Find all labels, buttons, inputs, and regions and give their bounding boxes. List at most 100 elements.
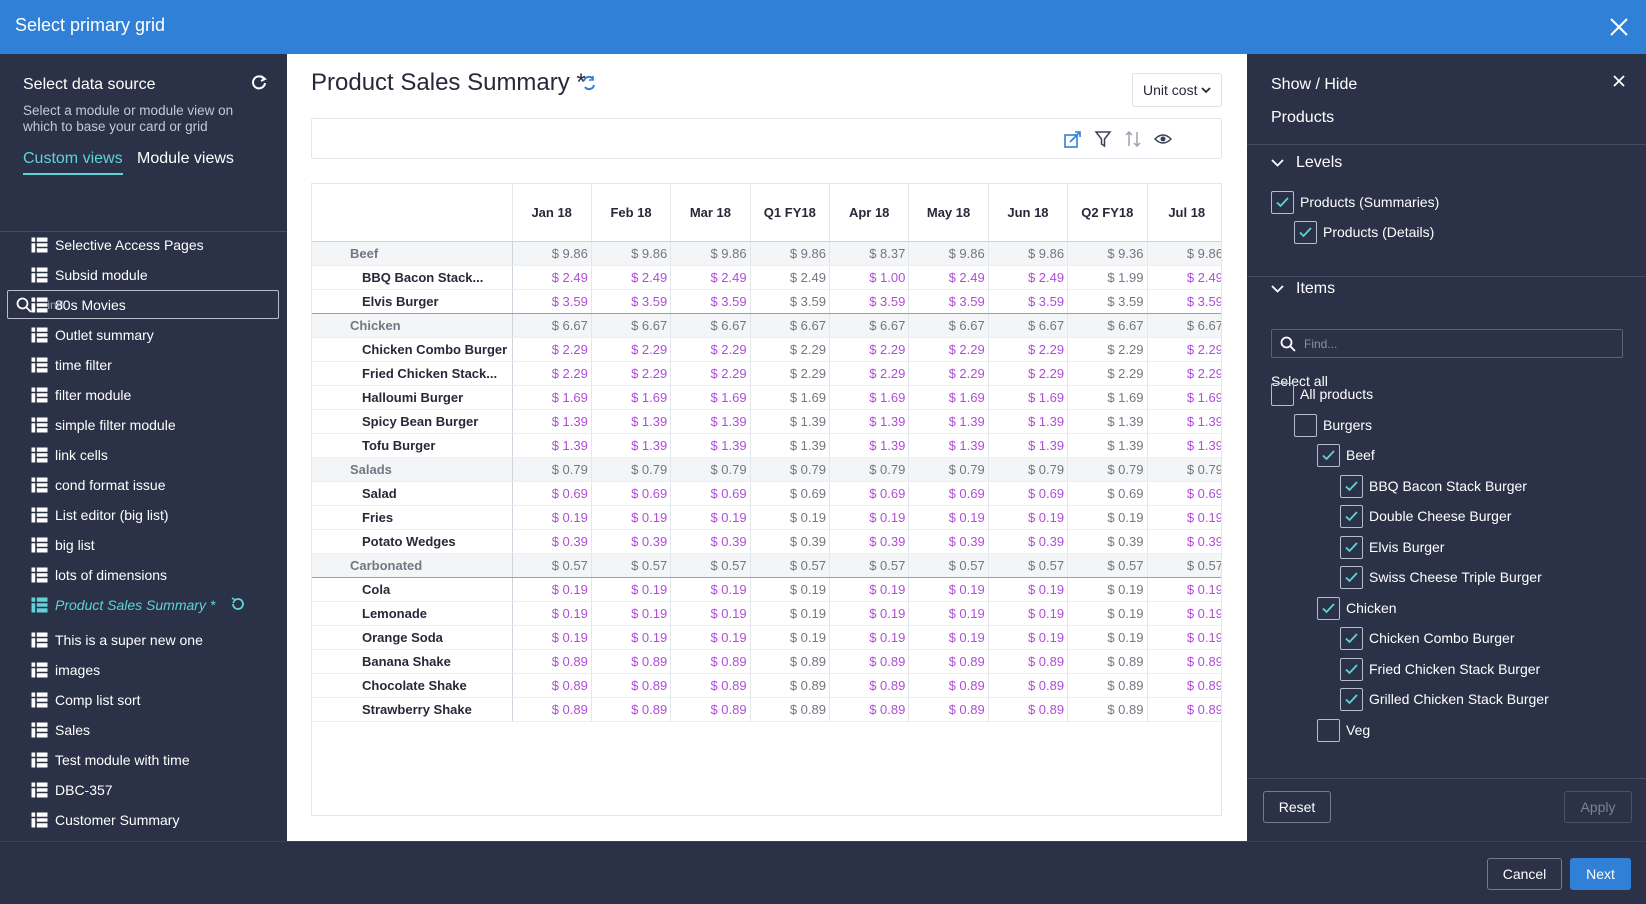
grid-cell[interactable]: $ 0.19: [1147, 625, 1221, 650]
grid-cell[interactable]: $ 1.69: [1147, 385, 1221, 410]
view-list-item[interactable]: time filter: [0, 351, 287, 381]
line-item-dropdown[interactable]: Unit cost: [1132, 73, 1222, 107]
grid-cell[interactable]: $ 2.29: [591, 337, 672, 362]
grid-cell[interactable]: $ 1.39: [988, 409, 1069, 434]
grid-cell[interactable]: $ 3.59: [591, 289, 672, 314]
grid-cell[interactable]: $ 3.59: [829, 289, 910, 314]
close-icon[interactable]: [1608, 16, 1630, 38]
view-list-item[interactable]: cond format issue: [0, 471, 287, 501]
grid-cell[interactable]: $ 0.89: [988, 649, 1069, 674]
grid-cell[interactable]: $ 0.89: [829, 673, 910, 698]
grid-cell[interactable]: $ 2.49: [591, 265, 672, 290]
grid-cell[interactable]: $ 1.39: [1147, 433, 1221, 458]
grid-cell[interactable]: $ 2.49: [988, 265, 1069, 290]
grid-cell[interactable]: $ 0.89: [512, 673, 592, 698]
grid-cell[interactable]: $ 1.39: [829, 433, 910, 458]
grid-cell[interactable]: $ 1.39: [988, 433, 1069, 458]
grid-cell[interactable]: $ 1.69: [591, 385, 672, 410]
view-list-item[interactable]: List editor (big list): [0, 501, 287, 531]
grid-cell[interactable]: $ 2.29: [512, 361, 592, 386]
grid-cell[interactable]: $ 0.19: [591, 625, 672, 650]
grid-cell[interactable]: $ 0.19: [988, 505, 1069, 530]
grid-cell[interactable]: $ 1.39: [512, 409, 592, 434]
view-list-item[interactable]: DBC-357: [0, 776, 287, 806]
grid-cell[interactable]: $ 2.29: [1147, 337, 1221, 362]
item-checkbox[interactable]: [1271, 383, 1294, 406]
grid-cell[interactable]: $ 0.19: [908, 577, 989, 602]
view-list-item[interactable]: Subsid module: [0, 261, 287, 291]
level-checkbox[interactable]: [1294, 221, 1317, 244]
item-checkbox[interactable]: [1317, 718, 1340, 742]
grid-cell[interactable]: $ 3.59: [670, 289, 751, 314]
item-checkbox[interactable]: [1317, 444, 1340, 467]
grid-cell[interactable]: $ 0.89: [908, 649, 989, 674]
grid-cell[interactable]: $ 2.29: [829, 337, 910, 362]
grid-cell[interactable]: $ 0.19: [829, 601, 910, 626]
item-checkbox[interactable]: [1340, 566, 1363, 589]
next-button[interactable]: Next: [1570, 858, 1631, 890]
grid-cell[interactable]: $ 2.29: [829, 361, 910, 386]
grid-cell[interactable]: $ 0.69: [670, 481, 751, 506]
view-list-item[interactable]: big list: [0, 531, 287, 561]
view-list-item[interactable]: images: [0, 656, 287, 686]
grid-cell[interactable]: $ 0.69: [591, 481, 672, 506]
item-checkbox[interactable]: [1340, 505, 1363, 528]
grid-cell[interactable]: $ 0.89: [908, 697, 989, 722]
grid-cell[interactable]: $ 2.29: [670, 361, 751, 386]
grid-cell[interactable]: $ 0.19: [591, 601, 672, 626]
grid-cell[interactable]: $ 3.59: [988, 289, 1069, 314]
grid-cell[interactable]: $ 1.39: [670, 433, 751, 458]
grid-cell[interactable]: $ 2.49: [670, 265, 751, 290]
item-search-input[interactable]: [1304, 335, 1604, 353]
apply-button[interactable]: Apply: [1564, 791, 1632, 823]
grid-cell[interactable]: $ 0.19: [908, 601, 989, 626]
select-all-link[interactable]: Select all: [1271, 373, 1328, 389]
view-list-item[interactable]: filter module: [0, 381, 287, 411]
grid-cell[interactable]: $ 1.69: [908, 385, 989, 410]
view-list-item[interactable]: Comp list sort: [0, 686, 287, 716]
pivot-icon[interactable]: [1064, 130, 1082, 148]
grid-cell[interactable]: $ 0.39: [591, 529, 672, 554]
grid-cell[interactable]: $ 3.59: [1147, 289, 1221, 314]
grid-cell[interactable]: $ 0.39: [1147, 529, 1221, 554]
grid-cell[interactable]: $ 0.89: [988, 673, 1069, 698]
view-list-item[interactable]: Test module with time: [0, 746, 287, 776]
grid-cell[interactable]: $ 1.39: [829, 409, 910, 434]
close-icon[interactable]: [1613, 75, 1625, 87]
grid-cell[interactable]: $ 2.29: [512, 337, 592, 362]
item-checkbox[interactable]: [1294, 413, 1317, 437]
view-list-item[interactable]: This is a super new one: [0, 626, 287, 656]
grid-cell[interactable]: $ 2.29: [1147, 361, 1221, 386]
view-list-item[interactable]: link cells: [0, 441, 287, 471]
view-list-item[interactable]: Customer Summary: [0, 806, 287, 836]
item-checkbox[interactable]: [1340, 627, 1363, 650]
grid-cell[interactable]: $ 1.39: [670, 409, 751, 434]
grid-cell[interactable]: $ 0.19: [829, 625, 910, 650]
grid-cell[interactable]: $ 1.00: [829, 265, 910, 290]
grid-cell[interactable]: $ 0.19: [988, 625, 1069, 650]
grid-cell[interactable]: $ 0.19: [988, 601, 1069, 626]
view-list-item[interactable]: 80s Movies: [0, 291, 287, 321]
grid-cell[interactable]: $ 2.29: [988, 337, 1069, 362]
cancel-button[interactable]: Cancel: [1487, 858, 1562, 890]
grid-cell[interactable]: $ 1.39: [591, 433, 672, 458]
sort-icon[interactable]: [1124, 130, 1142, 148]
grid-cell[interactable]: $ 1.69: [829, 385, 910, 410]
grid-cell[interactable]: $ 0.19: [670, 577, 751, 602]
grid-cell[interactable]: $ 0.69: [988, 481, 1069, 506]
grid-cell[interactable]: $ 0.19: [829, 505, 910, 530]
grid-cell[interactable]: $ 0.69: [908, 481, 989, 506]
grid-cell[interactable]: $ 0.19: [512, 625, 592, 650]
grid-cell[interactable]: $ 0.19: [670, 601, 751, 626]
grid-cell[interactable]: $ 0.89: [1147, 649, 1221, 674]
grid-cell[interactable]: $ 1.39: [908, 433, 989, 458]
item-checkbox[interactable]: [1340, 474, 1363, 498]
grid-cell[interactable]: $ 1.39: [512, 433, 592, 458]
grid-cell[interactable]: $ 0.89: [829, 649, 910, 674]
grid-cell[interactable]: $ 1.69: [512, 385, 592, 410]
grid-cell[interactable]: $ 3.59: [512, 289, 592, 314]
view-list-item[interactable]: Sales: [0, 716, 287, 746]
grid-cell[interactable]: $ 0.89: [908, 673, 989, 698]
grid-cell[interactable]: $ 0.19: [1147, 505, 1221, 530]
view-list-item[interactable]: Selective Access Pages: [0, 231, 287, 261]
